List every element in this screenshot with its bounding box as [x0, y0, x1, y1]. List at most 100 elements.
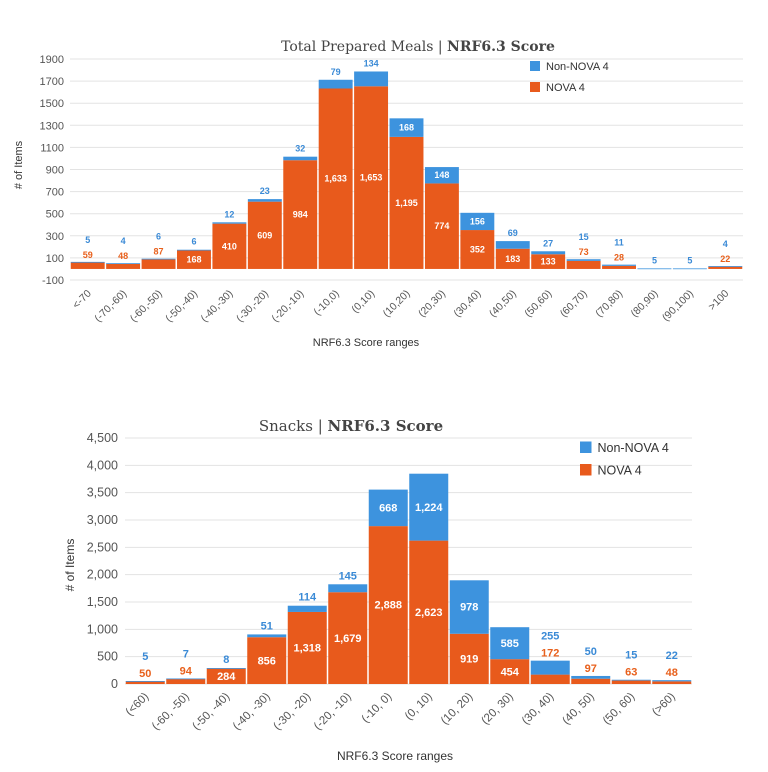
data-label-non-nova4: 148 — [434, 170, 449, 180]
x-tick-label: (40, 50) — [560, 691, 597, 728]
data-label-non-nova4: 4 — [723, 239, 728, 249]
bar-nova4 — [287, 611, 327, 684]
bar-nova4 — [141, 259, 176, 269]
bar-non-nova4 — [206, 668, 246, 669]
y-tick-label: 1700 — [40, 76, 64, 88]
x-tick-label: (20, 30) — [479, 691, 516, 728]
x-tick-label: (0, 10) — [403, 691, 435, 723]
bar-nova4 — [389, 136, 424, 269]
data-label-non-nova4: 11 — [614, 238, 624, 248]
x-tick-label: (50, 60) — [601, 691, 638, 728]
bar-non-nova4 — [637, 268, 672, 270]
data-label-nova4: 50 — [139, 668, 151, 680]
chart-2: Snacks | NRF6.3 Score 4,500 4,000 3,500 3,00… — [63, 417, 692, 763]
x-tick-label: (90,100) — [660, 288, 696, 324]
data-label-non-nova4: 51 — [261, 620, 273, 632]
data-label-nova4: 352 — [470, 245, 485, 255]
y-tick-label: 3,500 — [87, 486, 118, 500]
data-label-nova4: 1,195 — [395, 198, 418, 208]
data-label-nova4: 2,888 — [374, 600, 402, 612]
x-tick-label: (30,40) — [451, 288, 483, 320]
bar-non-nova4 — [247, 634, 287, 638]
chart-title-bold: NRF6.3 Score — [328, 417, 444, 435]
y-tick-label: 0 — [111, 677, 118, 691]
data-label-nova4: 1,633 — [324, 174, 347, 184]
chart-1: Total Prepared Meals | NRF6.3 Score 1900 1… — [13, 39, 743, 349]
data-label-non-nova4: 134 — [364, 58, 379, 68]
data-label-non-nova4: 15 — [579, 232, 589, 242]
bar-nova4 — [409, 540, 449, 684]
data-label-non-nova4: 7 — [183, 648, 189, 660]
chart-title: Total Prepared Meals | NRF6.3 Score — [281, 39, 555, 55]
bar-non-nova4 — [141, 258, 176, 260]
bar-nova4 — [460, 230, 495, 269]
data-label-non-nova4: 22 — [666, 650, 678, 662]
chart-title-bold: NRF6.3 Score — [447, 39, 555, 55]
bar-nova4 — [283, 160, 318, 269]
y-tick-label: 1,500 — [87, 595, 118, 609]
x-tick-label: (>60) — [650, 691, 678, 719]
data-label-nova4: 919 — [460, 654, 478, 666]
data-label-nova4: 856 — [258, 655, 276, 667]
x-tick-label: (-30,-20) — [234, 288, 271, 325]
data-label-nova4: 284 — [217, 671, 236, 683]
x-tick-label: (-60, -50) — [150, 691, 192, 733]
bar-nova4 — [611, 680, 651, 684]
bar-non-nova4 — [177, 249, 211, 251]
bar-non-nova4 — [672, 268, 707, 270]
chart-title-main: Total Prepared Meals | — [281, 39, 447, 55]
bar-non-nova4 — [287, 605, 327, 612]
y-tick-label: 700 — [46, 187, 64, 199]
data-label-non-nova4: 27 — [543, 238, 553, 248]
bar-nova4 — [368, 526, 408, 684]
data-label-non-nova4: 978 — [460, 602, 478, 614]
bar-non-nova4 — [318, 79, 353, 89]
chart-title-main: Snacks | — [259, 417, 328, 435]
y-tick-label: -100 — [42, 275, 64, 287]
bar-non-nova4 — [530, 660, 570, 675]
bar-nova4 — [530, 674, 570, 684]
legend-swatch — [530, 61, 540, 71]
data-label-non-nova4: 6 — [156, 232, 161, 242]
bar-non-nova4 — [449, 580, 489, 634]
y-tick-label: 500 — [46, 209, 64, 221]
x-tick-label: (50,60) — [522, 288, 554, 320]
x-tick-label: (-40,-30) — [199, 288, 236, 325]
data-label-non-nova4: 69 — [508, 228, 518, 238]
y-tick-label: 4,000 — [87, 458, 118, 472]
data-label-non-nova4: 5 — [652, 255, 657, 265]
y-tick-label: 1500 — [40, 98, 64, 110]
x-tick-label: (10, 20) — [439, 691, 476, 728]
x-tick-label: (-50, -40) — [190, 691, 232, 733]
y-tick-label: 4,500 — [87, 431, 118, 445]
data-label-nova4: 609 — [257, 230, 272, 240]
data-label-nova4: 63 — [625, 667, 637, 679]
data-label-nova4: 28 — [614, 253, 624, 263]
data-label-non-nova4: 79 — [331, 67, 341, 77]
bar-non-nova4 — [368, 489, 408, 527]
x-tick-label: (0,10) — [349, 288, 377, 316]
bar-nova4 — [449, 633, 489, 684]
data-label-non-nova4: 168 — [399, 123, 414, 133]
bar-non-nova4 — [70, 261, 105, 263]
data-label-nova4: 1,653 — [360, 173, 383, 183]
bar-non-nova4 — [247, 199, 282, 202]
y-tick-label: 2,000 — [87, 568, 118, 582]
bar-nova4 — [652, 681, 692, 684]
data-label-non-nova4: 6 — [191, 237, 196, 247]
data-label-nova4: 1,318 — [293, 643, 321, 655]
x-tick-label: (-10, 0) — [360, 691, 395, 726]
bar-non-nova4 — [328, 584, 368, 593]
data-label-non-nova4: 5 — [687, 255, 692, 265]
bar-nova4 — [70, 262, 105, 269]
bar-nova4 — [571, 678, 611, 684]
bar-non-nova4 — [354, 71, 389, 87]
data-label-non-nova4: 1,224 — [415, 502, 443, 514]
y-axis-title: # of Items — [63, 539, 77, 592]
legend-swatch — [580, 464, 592, 476]
x-tick-label: (-60,-50) — [128, 288, 165, 325]
bar-non-nova4 — [566, 259, 601, 261]
bar-nova4 — [490, 659, 530, 684]
y-tick-label: 1100 — [40, 142, 64, 154]
bar-non-nova4 — [708, 266, 743, 267]
